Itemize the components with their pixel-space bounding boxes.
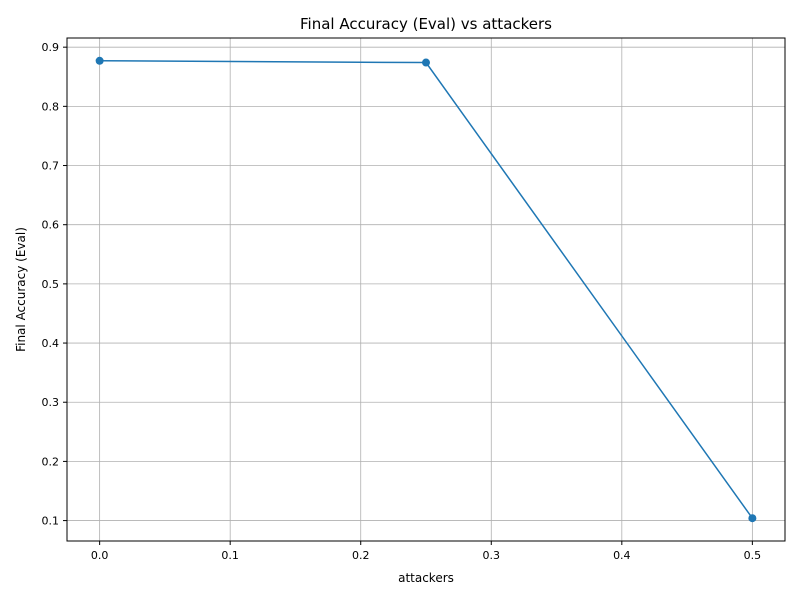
- chart-title: Final Accuracy (Eval) vs attackers: [300, 15, 552, 33]
- plot-frame: [66, 37, 786, 542]
- series-line: [99, 60, 753, 519]
- y-tick-label: 0.7: [42, 160, 60, 173]
- y-tick-label: 0.6: [42, 219, 60, 232]
- x-tick-label: 0.4: [613, 549, 631, 562]
- y-tick-label: 0.8: [42, 100, 60, 113]
- y-axis-label: Final Accuracy (Eval): [14, 227, 28, 352]
- data-point: [422, 58, 430, 67]
- x-tick-label: 0.3: [483, 549, 501, 562]
- x-tick-label: 0.0: [91, 549, 109, 562]
- x-axis-label: attackers: [398, 571, 454, 585]
- y-axis-ticks: 0.1 0.2 0.3 0.4 0.5 0.6 0.7 0.8 0.9: [42, 41, 67, 528]
- data-point: [95, 56, 104, 65]
- y-tick-label: 0.3: [42, 396, 60, 409]
- x-tick-label: 0.5: [744, 549, 762, 562]
- y-tick-label: 0.1: [42, 515, 60, 528]
- x-tick-label: 0.2: [352, 549, 370, 562]
- y-tick-label: 0.9: [42, 41, 60, 54]
- x-axis-ticks: 0.0 0.1 0.2 0.3 0.4 0.5: [91, 541, 761, 562]
- series-layer: [95, 56, 757, 523]
- x-tick-label: 0.1: [221, 549, 239, 562]
- y-tick-label: 0.5: [42, 278, 60, 291]
- y-tick-label: 0.4: [42, 337, 60, 350]
- data-point: [748, 514, 757, 523]
- y-tick-label: 0.2: [42, 455, 60, 468]
- grid: [67, 38, 785, 541]
